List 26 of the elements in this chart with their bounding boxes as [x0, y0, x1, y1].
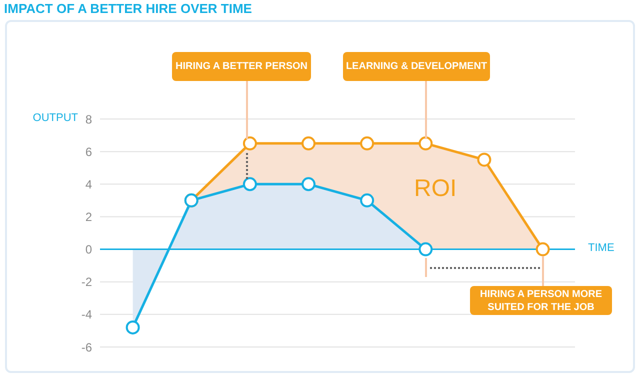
point: [302, 136, 316, 150]
x-axis-title: TIME: [588, 242, 614, 254]
point: [360, 193, 374, 208]
annotation: HIRING A PERSON MORE SUITED FOR THE JOB: [470, 286, 612, 315]
y-tick-label: -4: [81, 308, 92, 322]
y-tick-label: -2: [81, 275, 92, 290]
y-tick-label: 4: [85, 177, 92, 192]
y-axis-title: OUTPUT: [32, 112, 78, 124]
y-tick-label: 8: [85, 112, 92, 126]
point: [418, 136, 433, 150]
point: [536, 242, 550, 256]
point: [242, 177, 257, 192]
text: LEARNING & DEVELOPMENT: [343, 52, 490, 81]
point: [360, 136, 374, 150]
point: [302, 177, 316, 192]
y-tick-label: -6: [81, 340, 92, 354]
point: [242, 136, 257, 150]
point: [126, 320, 140, 334]
text: HIRING A BETTER PERSON: [172, 52, 311, 81]
chart-title: IMPACT OF A BETTER HIRE OVER TIME: [4, 1, 252, 16]
annotation: ROI: [414, 175, 457, 203]
y-tick-label: 6: [85, 144, 92, 159]
point: [477, 152, 492, 167]
y-tick-label: 0: [85, 242, 92, 257]
y-tick-label: 2: [85, 210, 92, 224]
point: [418, 242, 433, 256]
